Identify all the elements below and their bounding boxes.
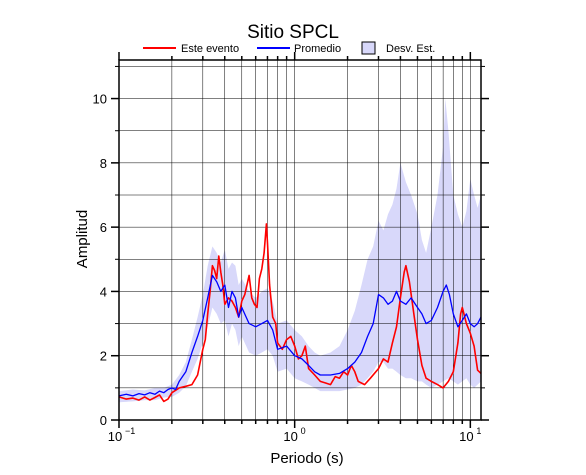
legend-label-este-evento: Este evento <box>181 43 239 55</box>
x-tick-label-exponent: 0 <box>301 426 306 436</box>
x-tick-label: 10 <box>283 429 297 444</box>
legend: Este evento Promedio Desv. Est. <box>143 41 435 55</box>
std-dev-band <box>119 98 481 403</box>
y-tick-label: 10 <box>93 92 107 107</box>
y-axis-label: Amplitud <box>74 210 91 268</box>
x-tick-label-exponent: 1 <box>476 426 481 436</box>
y-tick-label: 0 <box>100 413 107 428</box>
legend-label-promedio: Promedio <box>294 43 341 55</box>
chart-title: Sitio SPCL <box>247 22 339 43</box>
legend-swatch-desv-est <box>361 41 376 55</box>
y-tick-label: 8 <box>100 156 107 171</box>
x-tick-label: 10 <box>459 429 473 444</box>
series-line-promedio <box>118 274 482 397</box>
series-line-este-evento <box>118 223 482 403</box>
y-tick-label: 6 <box>100 220 107 235</box>
y-tick-label: 4 <box>100 284 107 299</box>
plot-frame <box>118 59 482 421</box>
legend-label-desv-est: Desv. Est. <box>386 43 435 55</box>
x-tick-label-exponent: −1 <box>125 426 135 436</box>
y-tick-label: 2 <box>100 349 107 364</box>
x-axis-label: Periodo (s) <box>270 450 343 467</box>
x-tick-label: 10 <box>108 429 122 444</box>
